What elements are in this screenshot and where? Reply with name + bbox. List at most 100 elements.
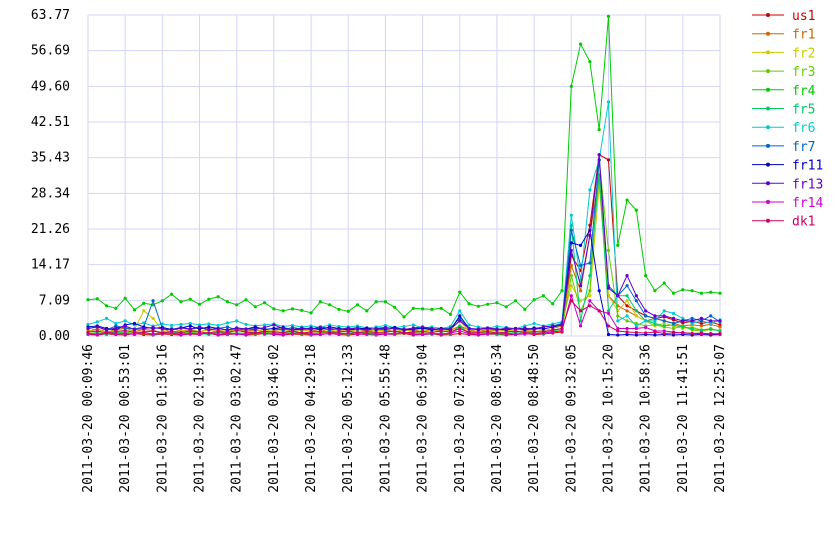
data-point (476, 327, 480, 331)
data-point (681, 288, 685, 292)
data-point (458, 319, 462, 323)
data-point (699, 324, 704, 328)
data-point (504, 326, 508, 331)
data-point (151, 332, 155, 336)
data-point (318, 329, 322, 334)
data-point (337, 330, 341, 334)
data-point (476, 330, 480, 335)
data-point (114, 306, 118, 310)
data-point (551, 324, 555, 328)
data-point (253, 325, 257, 329)
data-point (653, 321, 657, 326)
data-point (495, 327, 499, 332)
data-point (634, 333, 638, 337)
data-point (216, 326, 220, 331)
legend-label: fr7 (792, 140, 815, 155)
data-point (188, 297, 192, 301)
data-point (430, 307, 434, 311)
y-tick-label: 42.51 (31, 115, 70, 130)
x-tick-label: 2011-03-20 10:58:36 (639, 344, 654, 493)
data-point (625, 284, 629, 288)
data-point (142, 326, 146, 331)
data-point (114, 329, 118, 334)
data-point (709, 314, 713, 318)
data-point (355, 331, 360, 335)
data-point (244, 298, 248, 302)
x-tick-label: 2011-03-20 07:22:19 (453, 344, 468, 493)
x-tick-label: 2011-03-20 08:05:34 (490, 344, 505, 493)
series-line (87, 228, 721, 336)
data-point (86, 298, 90, 302)
data-point (430, 326, 434, 331)
data-point (699, 321, 704, 326)
x-tick-label: 2011-03-20 08:48:50 (527, 344, 542, 493)
legend-marker (766, 50, 770, 55)
data-point (560, 329, 564, 333)
data-point (644, 314, 648, 318)
data-point (272, 326, 276, 331)
data-point (625, 273, 629, 278)
data-point (495, 301, 499, 305)
data-point (569, 263, 573, 268)
data-point (671, 321, 676, 326)
data-point (495, 324, 499, 329)
data-point (318, 332, 322, 337)
data-point (606, 286, 611, 290)
data-point (718, 329, 722, 333)
data-point (86, 322, 90, 327)
data-point (616, 326, 620, 331)
data-point (420, 325, 425, 329)
data-point (644, 325, 648, 330)
legend-marker (766, 162, 770, 167)
data-point (588, 289, 592, 293)
data-point (207, 322, 211, 326)
data-point (532, 321, 536, 326)
data-point (709, 332, 713, 336)
data-point (606, 332, 611, 337)
data-point (216, 332, 220, 337)
data-point (569, 294, 573, 298)
legend-marker (766, 125, 770, 130)
data-point (207, 325, 211, 329)
data-point (551, 302, 555, 306)
data-point (188, 331, 192, 336)
data-point (606, 158, 611, 162)
data-point (495, 331, 499, 335)
data-point (420, 307, 425, 311)
data-point (718, 319, 722, 323)
data-point (625, 309, 629, 313)
data-point (597, 309, 601, 313)
data-point (569, 241, 573, 245)
data-point (634, 314, 638, 318)
data-point (606, 324, 611, 328)
data-point (625, 304, 629, 308)
data-point (541, 294, 546, 298)
data-point (374, 326, 378, 331)
x-tick-label: 2011-03-20 00:53:01 (118, 344, 133, 493)
data-point (560, 326, 564, 331)
data-point (588, 188, 592, 192)
data-point (114, 326, 118, 330)
data-point (188, 329, 192, 333)
data-point (253, 305, 257, 309)
data-point (132, 327, 137, 332)
data-point (151, 329, 155, 333)
legend-marker (766, 181, 770, 186)
data-point (467, 323, 471, 327)
data-point (188, 324, 192, 328)
data-point (690, 326, 694, 331)
data-point (170, 323, 174, 328)
data-point (588, 299, 592, 303)
x-tick-label: 2011-03-20 04:29:18 (304, 344, 319, 493)
data-point (690, 321, 694, 326)
data-point (588, 60, 592, 64)
data-point (504, 305, 508, 309)
data-point (588, 304, 592, 308)
legend-label: fr1 (792, 28, 815, 43)
data-point (346, 329, 350, 333)
y-tick-label: 28.34 (31, 186, 70, 201)
data-point (588, 273, 592, 278)
data-point (662, 329, 666, 333)
data-point (272, 330, 276, 334)
data-point (588, 233, 592, 237)
